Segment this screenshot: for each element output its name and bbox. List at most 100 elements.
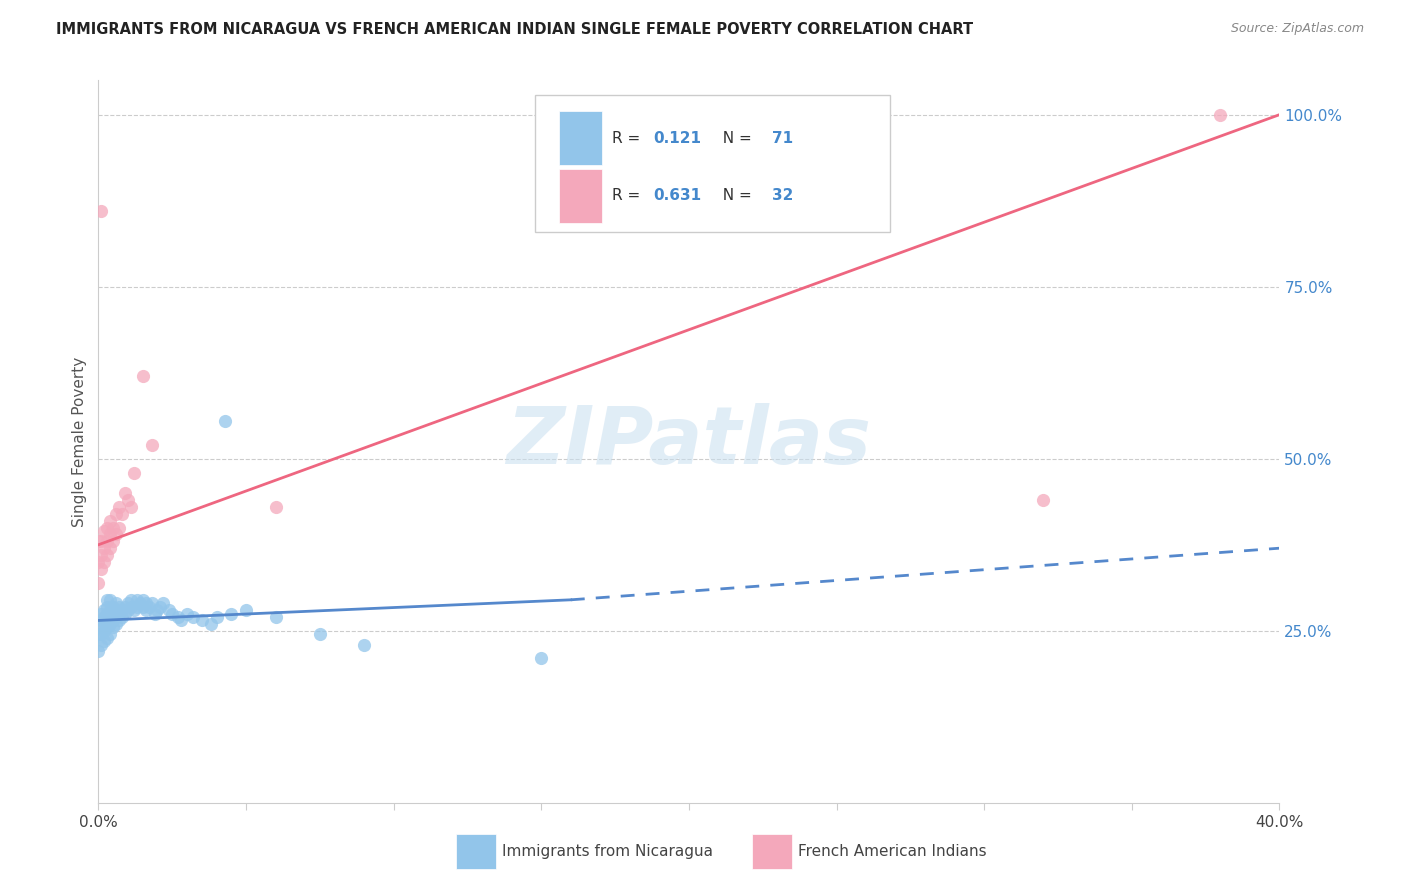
Text: IMMIGRANTS FROM NICARAGUA VS FRENCH AMERICAN INDIAN SINGLE FEMALE POVERTY CORREL: IMMIGRANTS FROM NICARAGUA VS FRENCH AMER… (56, 22, 973, 37)
FancyBboxPatch shape (560, 169, 602, 223)
Point (103, 614, 125, 628)
Point (167, 610, 190, 624)
Point (90, 534, 112, 549)
Point (98, 603, 121, 617)
Text: R =: R = (612, 188, 645, 203)
Point (108, 614, 131, 628)
Text: Source: ZipAtlas.com: Source: ZipAtlas.com (1230, 22, 1364, 36)
Point (111, 610, 134, 624)
Point (96, 631, 118, 645)
Point (98, 541, 121, 556)
Point (103, 520, 125, 534)
Point (93, 541, 115, 556)
Point (114, 486, 136, 500)
Point (90, 562, 112, 576)
Point (96, 607, 118, 621)
Point (103, 599, 125, 614)
Text: R =: R = (612, 130, 645, 145)
Point (87, 575, 110, 590)
Point (96, 548, 118, 562)
Point (93, 603, 115, 617)
Point (108, 607, 131, 621)
Point (122, 603, 145, 617)
Point (135, 596, 157, 610)
Point (98, 592, 121, 607)
Point (141, 438, 163, 452)
Point (132, 599, 155, 614)
Point (108, 599, 131, 614)
Point (353, 638, 375, 652)
Point (98, 616, 121, 631)
Point (152, 596, 174, 610)
Point (90, 620, 112, 634)
Point (149, 599, 172, 614)
Text: ZIPatlas: ZIPatlas (506, 402, 872, 481)
Point (96, 534, 118, 549)
Point (87, 555, 110, 569)
Point (98, 627, 121, 641)
Text: Immigrants from Nicaragua: Immigrants from Nicaragua (502, 844, 713, 859)
Text: N =: N = (713, 188, 756, 203)
Point (90, 548, 112, 562)
Point (93, 555, 115, 569)
Point (87, 534, 110, 549)
Point (96, 599, 118, 614)
Point (309, 627, 332, 641)
Text: 0.631: 0.631 (654, 188, 702, 203)
Point (200, 616, 222, 631)
Point (111, 507, 134, 521)
Point (105, 527, 128, 541)
Point (138, 599, 160, 614)
Point (117, 493, 139, 508)
Point (98, 610, 121, 624)
FancyBboxPatch shape (752, 834, 792, 870)
Point (122, 466, 145, 480)
Point (176, 607, 198, 621)
Point (108, 520, 131, 534)
Point (98, 527, 121, 541)
Point (530, 651, 553, 665)
Point (120, 500, 142, 514)
Point (105, 507, 128, 521)
Point (96, 614, 118, 628)
Point (103, 620, 125, 634)
Point (117, 603, 139, 617)
Point (93, 610, 115, 624)
Text: 32: 32 (772, 188, 793, 203)
Point (105, 610, 128, 624)
Point (98, 514, 121, 528)
Point (264, 610, 287, 624)
Point (143, 607, 166, 621)
Point (93, 524, 115, 538)
Point (90, 638, 112, 652)
Point (90, 627, 112, 641)
Point (111, 603, 134, 617)
Point (120, 592, 142, 607)
Point (128, 596, 150, 610)
Point (114, 607, 136, 621)
Point (105, 616, 128, 631)
Point (181, 610, 204, 624)
Point (90, 607, 112, 621)
Point (135, 603, 157, 617)
Point (105, 596, 128, 610)
Point (96, 620, 118, 634)
Point (146, 603, 169, 617)
Point (141, 596, 163, 610)
Text: 0.121: 0.121 (654, 130, 702, 145)
Point (120, 599, 142, 614)
FancyBboxPatch shape (560, 112, 602, 165)
Point (108, 500, 131, 514)
Point (191, 614, 214, 628)
Point (93, 616, 115, 631)
Point (162, 607, 183, 621)
Point (103, 534, 125, 549)
Point (87, 627, 110, 641)
Point (157, 603, 180, 617)
Y-axis label: Single Female Poverty: Single Female Poverty (72, 357, 87, 526)
Text: French American Indians: French American Indians (797, 844, 986, 859)
Point (205, 610, 228, 624)
Point (132, 369, 155, 384)
Point (1209, 108, 1232, 122)
Point (103, 607, 125, 621)
